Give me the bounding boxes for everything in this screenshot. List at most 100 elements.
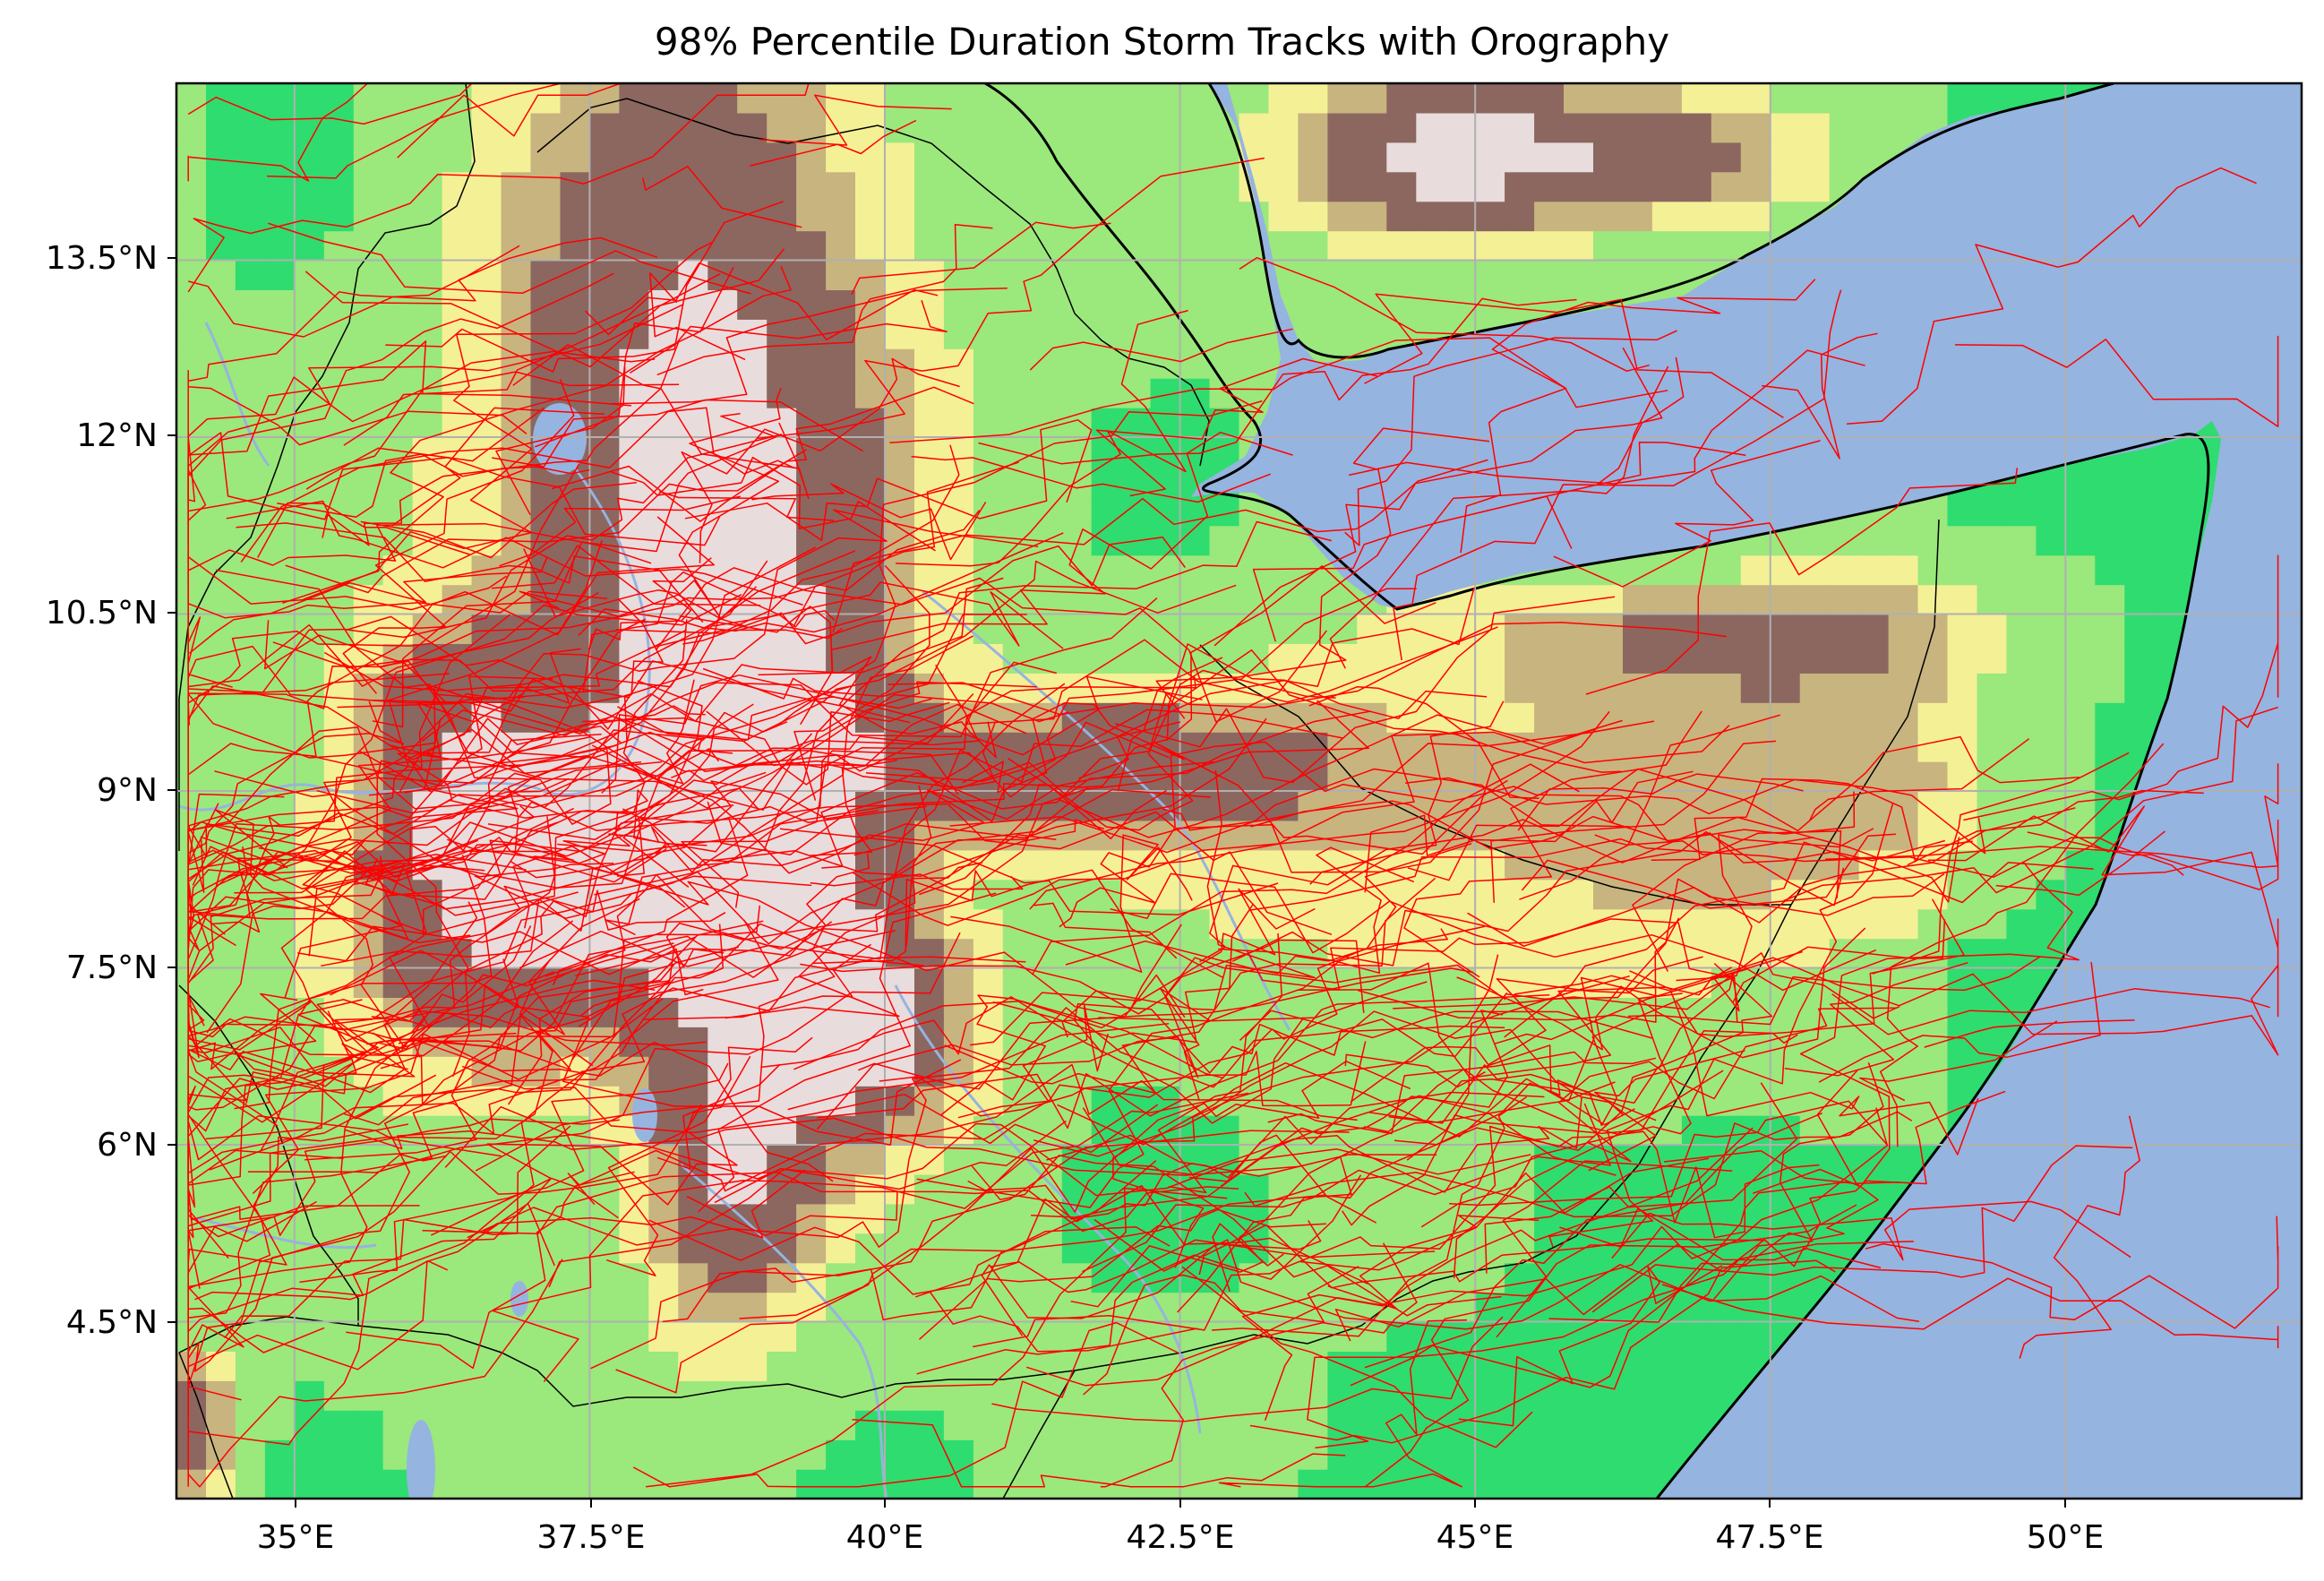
orography-cell <box>1357 1321 1387 1352</box>
orography-cell <box>323 201 355 232</box>
orography-cell <box>2124 702 2155 733</box>
orography-cell <box>1534 1439 1565 1470</box>
orography-cell <box>176 171 207 202</box>
orography-cell <box>1091 83 1122 114</box>
orography-cell <box>2154 584 2184 615</box>
orography-cell <box>1770 142 1801 173</box>
orography-cell <box>855 112 886 143</box>
orography-cell <box>176 702 207 733</box>
orography-cell <box>442 938 473 969</box>
storm-track <box>205 855 493 1140</box>
orography-cell <box>2095 525 2125 556</box>
orography-cell <box>1888 761 1919 792</box>
storm-track <box>397 83 623 159</box>
orography-cell <box>1888 525 1919 556</box>
storm-track <box>1114 596 1616 784</box>
orography-cell <box>471 201 502 232</box>
orography-cell <box>2006 732 2037 762</box>
orography-cell <box>796 1321 827 1352</box>
border-south-sudan-ethiopia <box>178 984 359 1326</box>
orography-cell <box>501 1351 532 1381</box>
orography-cell <box>2095 702 2125 733</box>
storm-track <box>851 221 1111 296</box>
orography-cell <box>767 1056 797 1087</box>
orography-cell <box>1179 230 1211 262</box>
orography-cell <box>471 230 502 262</box>
orography-cell <box>1002 732 1033 762</box>
orography-cell <box>1593 230 1624 262</box>
orography-cell <box>264 348 296 379</box>
orography-cell <box>1623 643 1653 674</box>
orography-cell <box>2065 614 2096 644</box>
orography-cell <box>1564 230 1594 262</box>
storm-track <box>305 407 545 490</box>
orography-cell <box>1357 112 1387 143</box>
orography-cell <box>1357 1439 1387 1470</box>
orography-cell <box>619 1262 649 1293</box>
orography-cell <box>796 1145 827 1175</box>
orography-cell <box>826 1262 856 1293</box>
orography-cell <box>1534 1056 1565 1087</box>
orography-cell <box>442 614 473 644</box>
storm-track <box>646 1187 1228 1488</box>
orography-cell <box>235 260 266 290</box>
orography-cell <box>1947 643 1978 674</box>
orography-cell <box>1917 584 1949 615</box>
orography-cell <box>1268 614 1299 644</box>
orography-cell <box>943 289 974 320</box>
storm-track <box>591 693 1069 809</box>
orography-cell <box>1445 1469 1476 1499</box>
orography-cell <box>176 112 207 143</box>
orography-cell <box>1681 761 1712 792</box>
storm-track <box>750 119 917 167</box>
orography-cell <box>943 1173 974 1205</box>
orography-cell <box>1298 1056 1328 1087</box>
lat-tick-label: 13.5°N <box>46 240 158 277</box>
storm-track <box>1859 1020 2058 1102</box>
orography-cell <box>442 142 473 173</box>
orography-cell <box>914 554 945 586</box>
orography-cell <box>1711 1115 1742 1146</box>
orography-cell <box>442 230 473 262</box>
orography-cell <box>1977 614 2008 644</box>
orography-cell <box>471 378 502 408</box>
orography-cell <box>1239 495 1270 527</box>
orography-cell <box>589 112 620 143</box>
orography-cell <box>353 495 384 527</box>
orography-cell <box>1917 673 1949 703</box>
orography-cell <box>235 643 266 674</box>
storm-track <box>1074 1003 1505 1074</box>
orography-cell <box>1150 112 1181 143</box>
orography-cell <box>206 761 236 792</box>
orography-cell <box>442 1469 473 1499</box>
storm-track <box>187 863 485 1059</box>
lon-tick-label: 47.5°E <box>1716 1519 1824 1556</box>
orography-cell <box>914 1469 945 1499</box>
orography-cell <box>1593 732 1624 762</box>
orography-cell <box>1327 260 1358 290</box>
orography-cell <box>1150 171 1181 202</box>
orography-cell <box>264 437 296 468</box>
orography-cell <box>1593 1321 1624 1352</box>
orography-cell <box>1651 1321 1683 1352</box>
orography-cell <box>2065 732 2096 762</box>
storm-track <box>1675 898 1965 1037</box>
orography-cell <box>943 1351 974 1381</box>
orography-cell <box>1740 1056 1771 1087</box>
storm-track <box>1762 332 1878 460</box>
orography-cell <box>1829 908 1860 940</box>
storm-track <box>187 83 369 182</box>
orography-cell <box>589 1469 620 1499</box>
orography-cell <box>176 761 207 792</box>
storm-track <box>187 1049 279 1127</box>
orography-cell <box>737 408 768 438</box>
orography-cell <box>1534 761 1565 792</box>
orography-cell <box>1505 1321 1535 1352</box>
orography-cell <box>2124 466 2155 497</box>
orography-cell <box>1061 879 1093 910</box>
orography-cell <box>2095 673 2125 703</box>
orography-cell <box>1061 260 1093 290</box>
lake-abaya <box>632 1088 657 1142</box>
orography-cell <box>1593 1469 1624 1499</box>
orography-cell <box>1593 83 1624 114</box>
